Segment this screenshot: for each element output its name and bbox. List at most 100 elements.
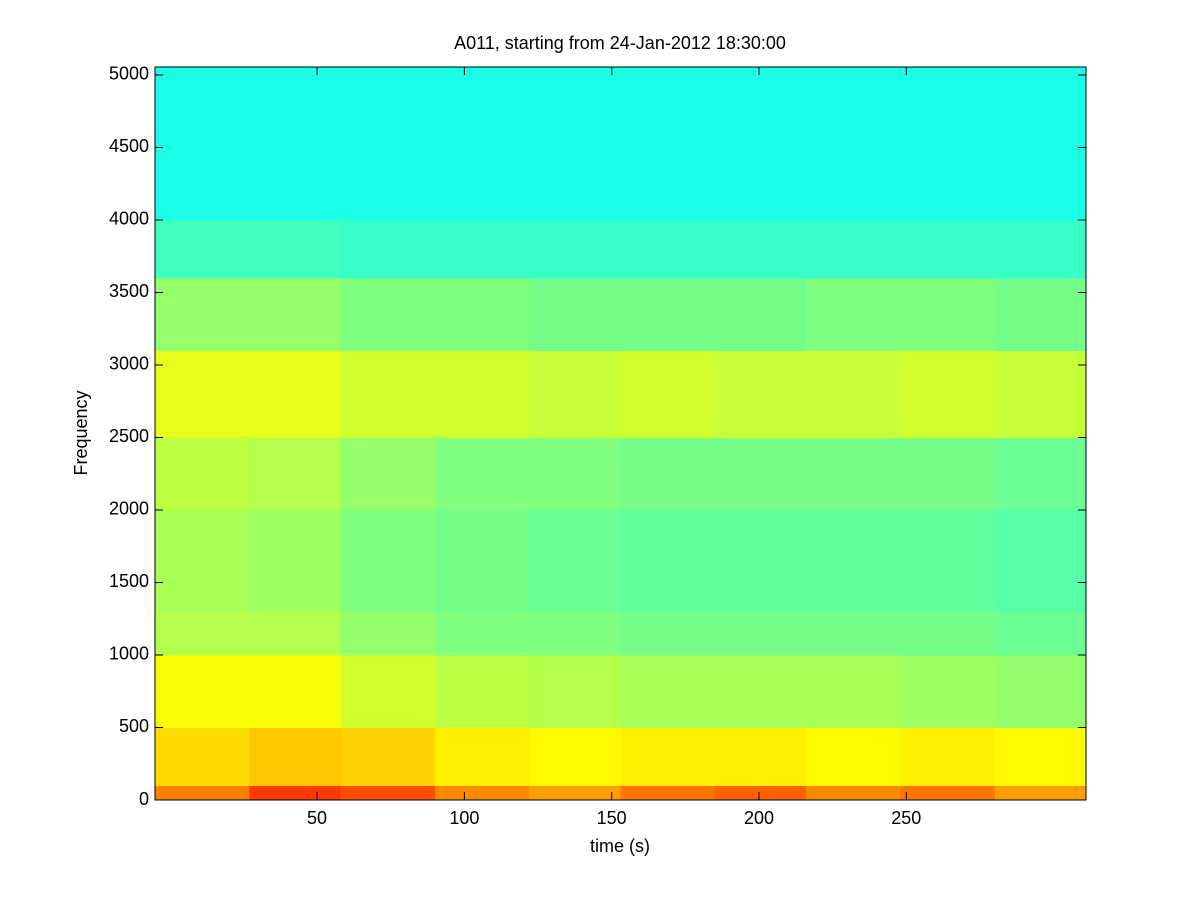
heat-cell [620, 785, 716, 801]
x-tick-label: 250 [891, 808, 921, 828]
x-tick-label: 50 [307, 808, 327, 828]
heat-cell [994, 219, 1087, 279]
heat-cell [434, 611, 530, 656]
heat-cell [714, 509, 807, 612]
heat-cell [434, 727, 530, 786]
y-tick-label: 2500 [109, 426, 149, 446]
heat-cell [529, 277, 621, 351]
y-tick-label: 500 [119, 716, 149, 736]
heat-cell [900, 654, 996, 728]
heat-cell [529, 727, 621, 786]
heat-cell [714, 611, 807, 656]
heat-cell [994, 727, 1087, 786]
heat-cell [155, 727, 250, 786]
plot-frame [154, 66, 1087, 801]
heat-cell [620, 350, 716, 438]
heat-cell [620, 437, 716, 511]
heat-cell [249, 277, 342, 351]
heat-cell [900, 219, 996, 279]
heat-cell [529, 654, 621, 728]
y-tick-label: 3000 [109, 354, 149, 374]
heat-cell [900, 67, 996, 221]
heat-cell [994, 611, 1087, 656]
heat-cell [714, 350, 807, 438]
heat-cell [155, 611, 250, 656]
heat-cell [155, 509, 250, 612]
heat-cell [434, 67, 530, 221]
heat-cell [529, 219, 621, 279]
y-tick-label: 4500 [109, 136, 149, 156]
y-tick-label: 4000 [109, 209, 149, 229]
heat-cell [249, 219, 342, 279]
y-tick-label: 0 [139, 789, 149, 809]
heat-cell [714, 437, 807, 511]
heat-cell [900, 277, 996, 351]
heat-cell [806, 350, 901, 438]
x-tick-label: 100 [449, 808, 479, 828]
x-axis-label: time (s) [590, 836, 650, 856]
heat-cell [529, 509, 621, 612]
heat-cell [340, 654, 436, 728]
heat-cell [714, 654, 807, 728]
heat-cell [714, 219, 807, 279]
x-tick-label: 200 [744, 808, 774, 828]
heat-cell [806, 437, 901, 511]
heat-cell [434, 654, 530, 728]
heat-cell [714, 67, 807, 221]
heat-cell [620, 509, 716, 612]
heat-cell [529, 785, 621, 801]
heat-cell [900, 350, 996, 438]
heat-cell [900, 509, 996, 612]
heat-cell [714, 277, 807, 351]
chart-title: A011, starting from 24-Jan-2012 18:30:00 [454, 33, 786, 53]
heat-cell [434, 277, 530, 351]
x-tick-label: 150 [597, 808, 627, 828]
heat-cell [434, 509, 530, 612]
heat-cell [806, 654, 901, 728]
heat-cell [620, 654, 716, 728]
heat-cell [529, 350, 621, 438]
heat-cell [620, 727, 716, 786]
heat-cell [806, 277, 901, 351]
heat-cell [249, 727, 342, 786]
y-tick-label: 2000 [109, 499, 149, 519]
heat-cell [714, 785, 807, 801]
heat-cell [340, 67, 436, 221]
heat-cell [434, 350, 530, 438]
heat-cell [994, 67, 1087, 221]
heat-cell [994, 785, 1087, 801]
heat-cell [155, 785, 250, 801]
heat-cell [900, 611, 996, 656]
heat-cell [340, 785, 436, 801]
heat-cell [155, 654, 250, 728]
heat-cell [249, 654, 342, 728]
heat-cell [529, 67, 621, 221]
heat-cell [155, 350, 250, 438]
heat-cell [340, 350, 436, 438]
heat-cell [155, 67, 250, 221]
heat-cell [249, 350, 342, 438]
heat-cell [249, 785, 342, 801]
heat-cell [155, 437, 250, 511]
heat-cell [529, 611, 621, 656]
heat-cell [806, 509, 901, 612]
heat-cell [249, 67, 342, 221]
heat-cell [806, 611, 901, 656]
heat-cell [529, 437, 621, 511]
heat-cell [806, 727, 901, 786]
heat-cell [806, 219, 901, 279]
y-tick-label: 1000 [109, 644, 149, 664]
heat-cell [340, 727, 436, 786]
heat-cell [900, 785, 996, 801]
heat-cell [900, 437, 996, 511]
heat-cell [620, 67, 716, 221]
y-tick-label: 5000 [109, 64, 149, 84]
heat-cell [806, 785, 901, 801]
y-axis-label: Frequency [71, 390, 91, 475]
heat-cell [249, 509, 342, 612]
heat-cell [994, 509, 1087, 612]
heat-cell [434, 219, 530, 279]
heat-cell [249, 437, 342, 511]
heat-cell [434, 785, 530, 801]
